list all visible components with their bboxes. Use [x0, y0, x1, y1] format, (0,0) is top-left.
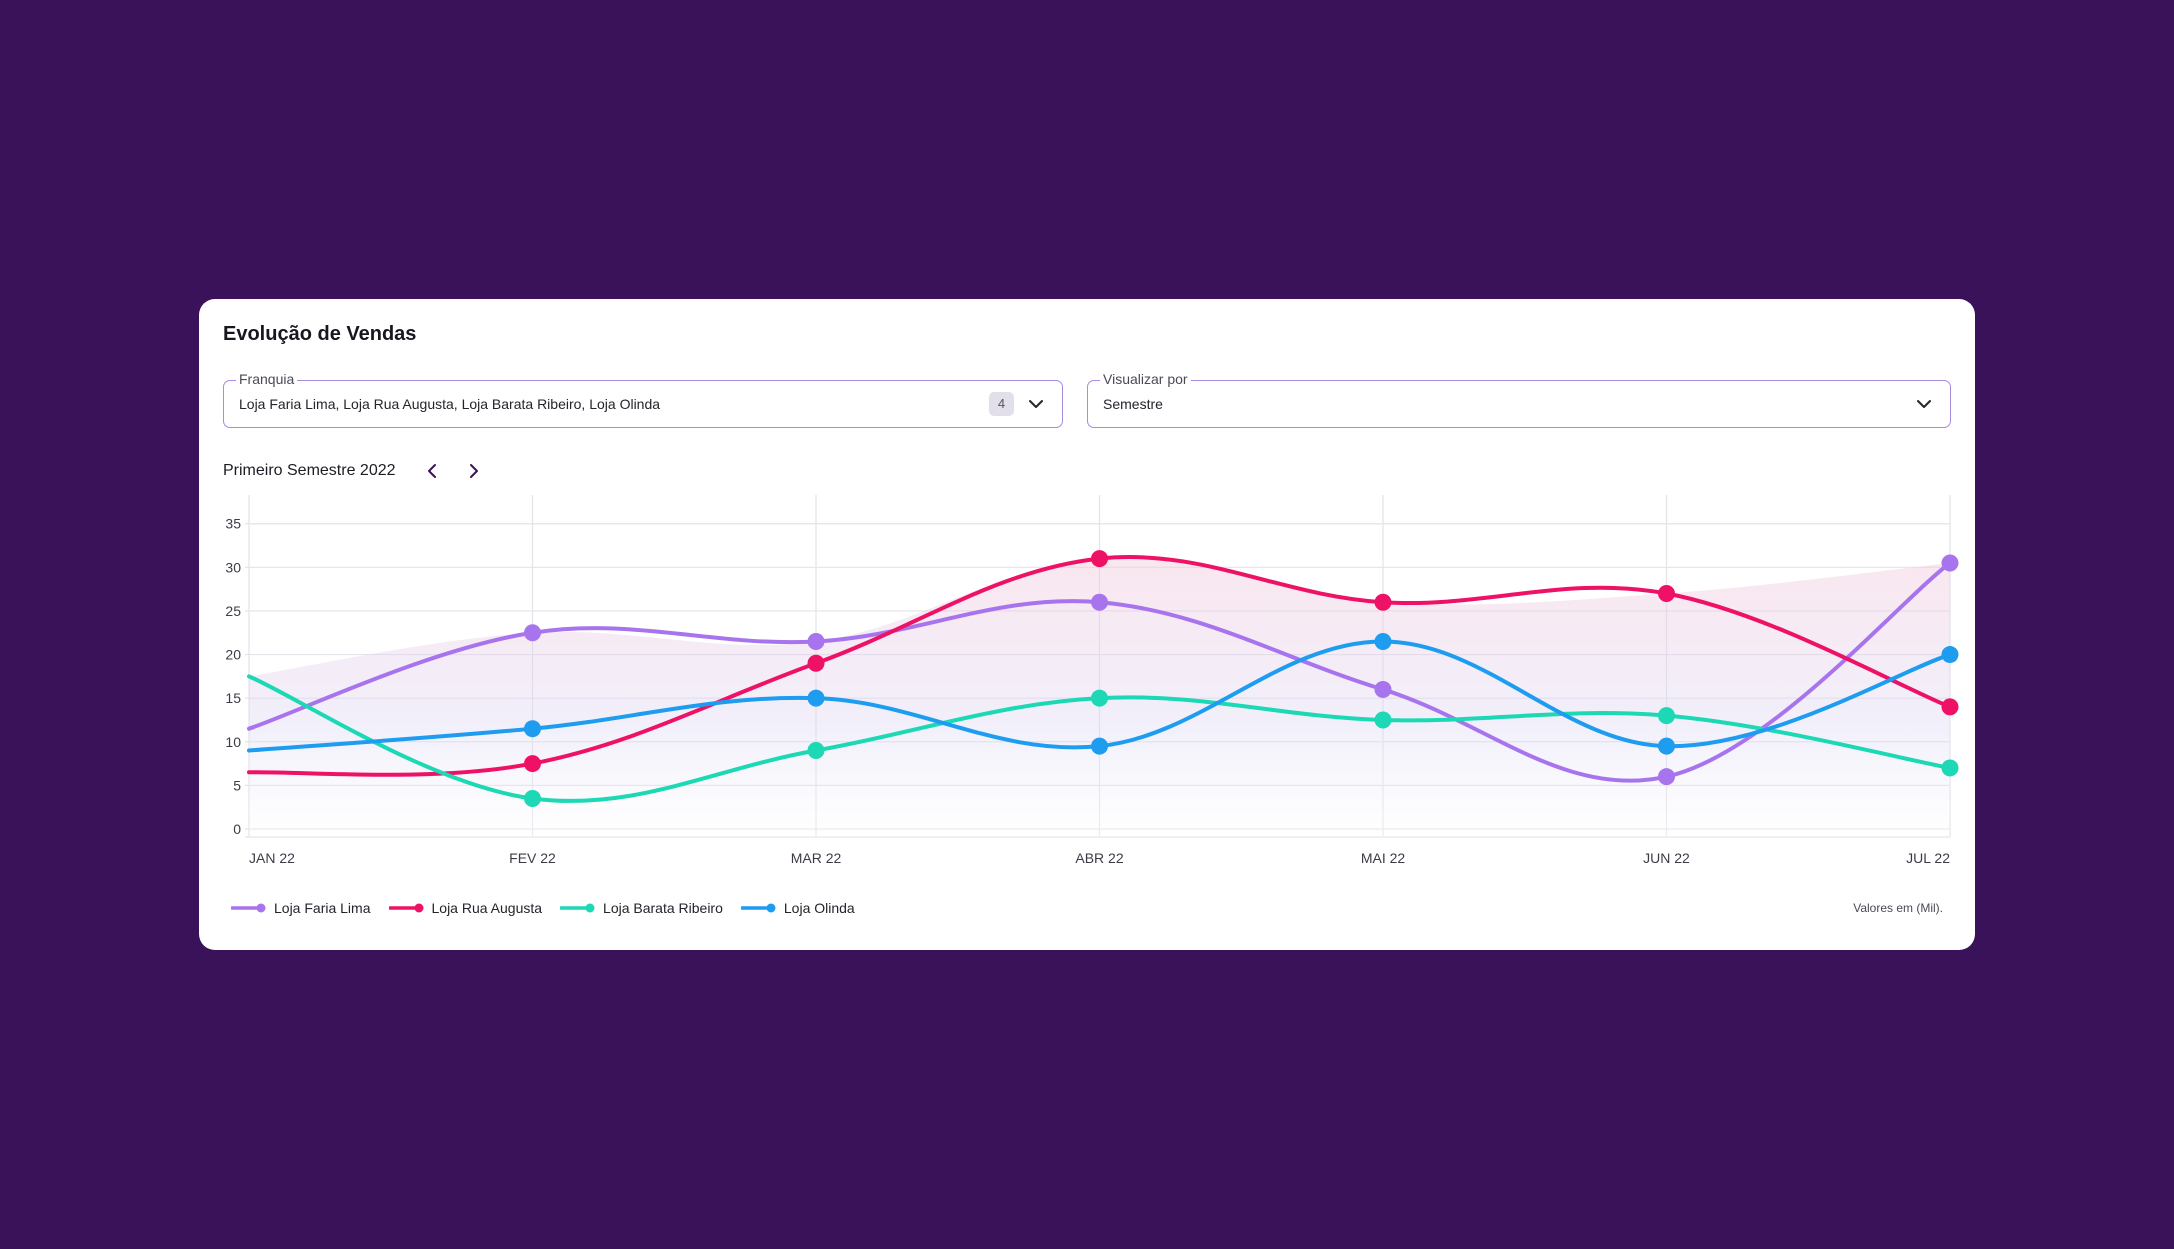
data-point-loja-faria-lima — [807, 632, 825, 650]
legend-swatch-dot — [414, 903, 423, 913]
units-note: Valores em (Mil). — [1853, 901, 1943, 915]
data-point-loja-olinda — [1374, 632, 1392, 650]
card-title: Evolução de Vendas — [223, 323, 417, 345]
data-point-loja-faria-lima — [1374, 680, 1392, 698]
data-point-loja-olinda — [1658, 737, 1675, 755]
visualizar-label: Visualizar por — [1100, 371, 1191, 387]
data-point-loja-barata-ribeiro — [1941, 759, 1959, 777]
franquia-select[interactable]: Franquia Loja Faria Lima, Loja Rua Augus… — [223, 371, 1063, 428]
data-point-loja-barata-ribeiro — [1658, 707, 1675, 725]
chart-ticks: 0 5 10 15 20 25 30 35 JAN 22 FEV 22 MAR 22 ABR 22 MA… — [225, 516, 1950, 866]
legend-item-loja-olinda[interactable]: Loja Olinda — [740, 898, 855, 918]
data-point-loja-faria-lima — [1941, 554, 1959, 572]
chevron-left-icon[interactable] — [421, 459, 445, 483]
legend-item-loja-rua-augusta[interactable]: Loja Rua Augusta — [388, 898, 543, 918]
y-tick-label: 5 — [233, 777, 241, 793]
legend-swatch-icon — [231, 903, 266, 913]
data-point-loja-barata-ribeiro — [524, 789, 541, 807]
legend-swatch-icon — [388, 903, 423, 913]
data-point-loja-rua-augusta — [807, 654, 825, 672]
x-tick-label: MAI 22 — [1361, 850, 1406, 866]
data-point-loja-faria-lima — [524, 624, 541, 642]
x-tick-label: JAN 22 — [249, 850, 295, 866]
data-point-loja-olinda — [807, 689, 825, 707]
legend-swatch-icon — [740, 903, 776, 913]
data-point-loja-faria-lima — [1658, 768, 1675, 786]
franquia-label: Franquia — [236, 371, 298, 387]
x-tick-label: JUL 22 — [1906, 850, 1950, 866]
data-point-loja-barata-ribeiro — [807, 742, 825, 759]
legend-item-loja-barata-ribeiro[interactable]: Loja Barata Ribeiro — [560, 898, 723, 918]
y-tick-label: 0 — [233, 821, 241, 837]
data-point-loja-faria-lima — [1091, 593, 1108, 611]
data-point-loja-rua-augusta — [524, 755, 541, 773]
franquia-value: Loja Faria Lima, Loja Rua Augusta, Loja … — [239, 396, 661, 412]
data-point-loja-rua-augusta — [1374, 593, 1392, 611]
y-tick-label: 25 — [225, 603, 241, 619]
legend-label: Loja Olinda — [783, 900, 855, 916]
legend-label: Loja Barata Ribeiro — [603, 900, 723, 916]
franquia-count-badge: 4 — [989, 392, 1014, 416]
x-tick-label: MAR 22 — [791, 850, 842, 866]
legend-swatch-dot — [256, 903, 266, 913]
x-tick-label: ABR 22 — [1075, 850, 1123, 866]
y-tick-label: 10 — [225, 734, 241, 750]
sales-line-chart: 0 5 10 15 20 25 30 35 JAN 22 FEV 22 MAR 22 ABR 22 MA… — [225, 495, 1959, 866]
data-point-loja-barata-ribeiro — [1374, 711, 1392, 729]
data-point-loja-rua-augusta — [1091, 550, 1108, 568]
visualizar-select[interactable]: Visualizar por Semestre — [1087, 371, 1951, 428]
legend-label: Loja Rua Augusta — [431, 900, 543, 916]
legend-swatch-icon — [560, 903, 595, 913]
data-point-loja-barata-ribeiro — [1091, 689, 1108, 707]
data-point-loja-olinda — [524, 720, 541, 738]
data-point-loja-olinda — [1091, 737, 1108, 755]
legend-item-loja-faria-lima[interactable]: Loja Faria Lima — [231, 898, 371, 918]
chevron-right-icon[interactable] — [461, 459, 485, 483]
y-tick-label: 20 — [225, 647, 241, 663]
y-tick-label: 30 — [225, 559, 241, 575]
sales-evolution-card: Evolução de Vendas Franquia Loja Faria L… — [199, 299, 1975, 950]
legend-swatch-dot — [585, 903, 595, 913]
y-tick-label: 35 — [225, 516, 241, 532]
visualizar-value: Semestre — [1103, 396, 1163, 412]
chevron-down-icon[interactable] — [1914, 394, 1934, 414]
data-point-loja-rua-augusta — [1941, 698, 1959, 716]
y-tick-label: 15 — [225, 690, 241, 706]
x-tick-label: JUN 22 — [1643, 850, 1690, 866]
chart-legend: Loja Faria Lima Loja Rua Augusta Loja Bara… — [231, 898, 873, 918]
x-tick-label: FEV 22 — [509, 850, 556, 866]
legend-label: Loja Faria Lima — [274, 900, 371, 916]
data-point-loja-olinda — [1941, 646, 1959, 664]
chart-markers — [524, 550, 1959, 807]
data-point-loja-rua-augusta — [1658, 585, 1675, 602]
period-label: Primeiro Semestre 2022 — [223, 462, 396, 479]
chevron-down-icon[interactable] — [1026, 394, 1046, 414]
legend-swatch-dot — [766, 903, 776, 913]
